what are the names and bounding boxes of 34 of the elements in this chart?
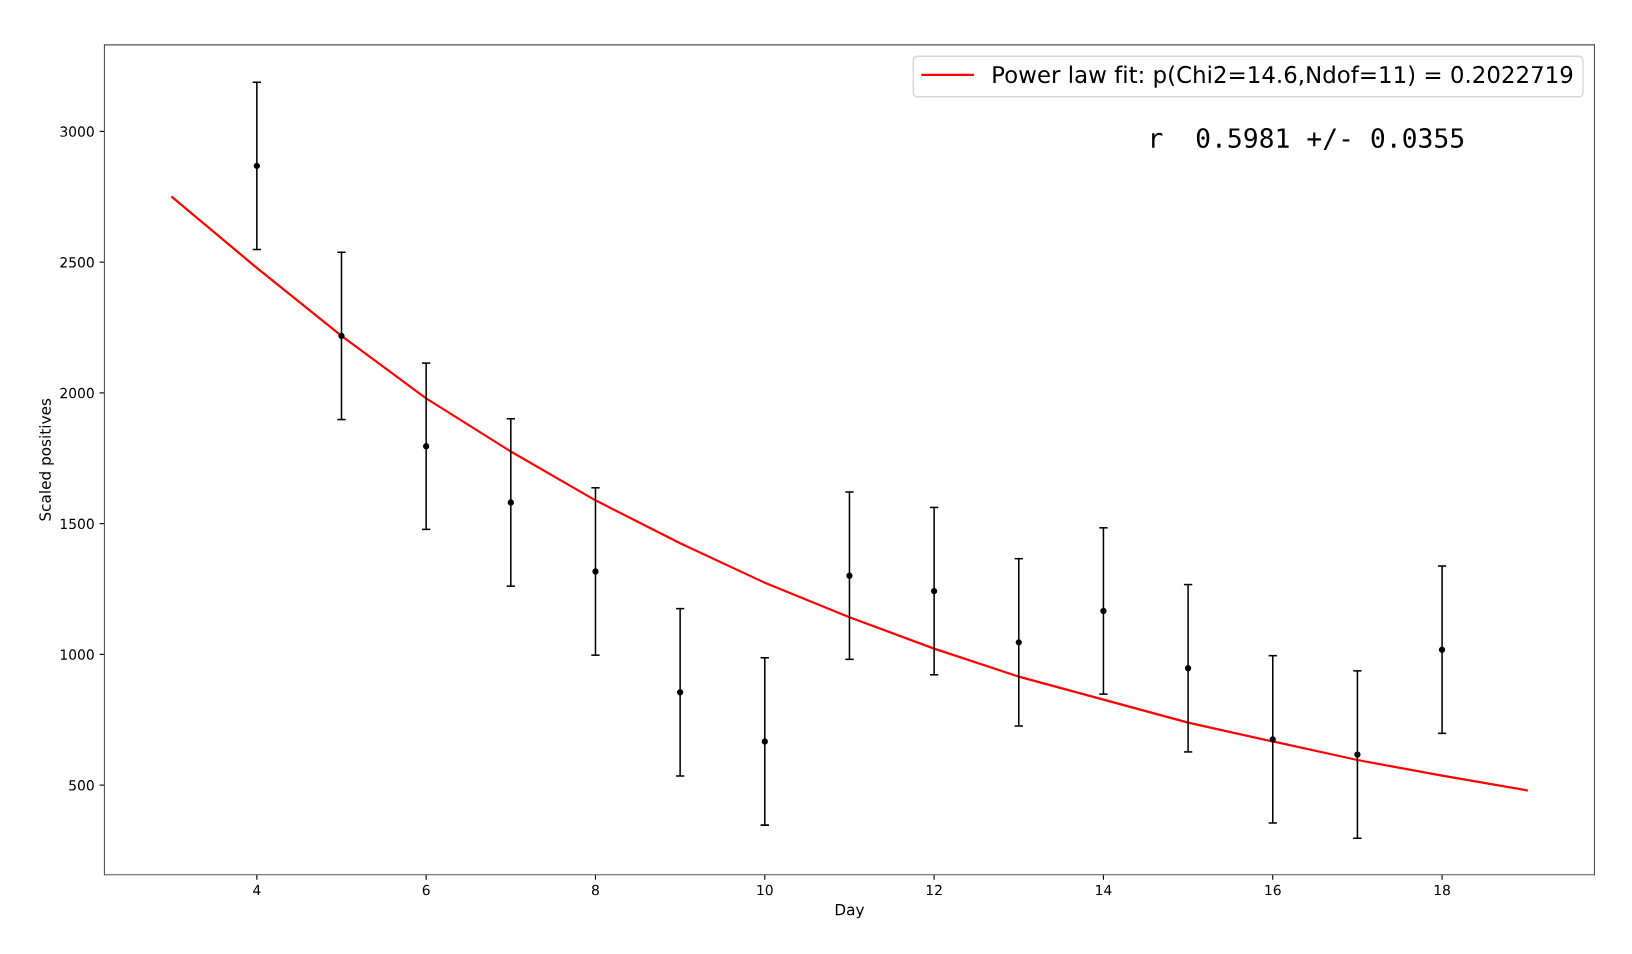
point: [1184, 665, 1192, 672]
x-tick-label: 10: [757, 884, 773, 896]
x-tick-label: 14: [1096, 884, 1112, 896]
annotation: r 0.5981 +/- 0.0355: [1152, 128, 1464, 151]
y-tick-label: 3000: [60, 126, 94, 137]
x-axis-title: Day: [835, 904, 865, 919]
point: [846, 572, 853, 579]
point: [1269, 736, 1276, 743]
y-tick-label: 500: [69, 780, 94, 791]
point: [338, 332, 345, 340]
y-tick-label: 1000: [60, 649, 94, 660]
point: [1438, 646, 1446, 653]
x-tick-label: 8: [592, 884, 599, 896]
y-axis-title: Scaled positives: [39, 398, 54, 521]
legend-label: Power law fit: p(Chi2=14.6,Ndof=11) = 0.2022719: [993, 65, 1573, 88]
x-tick-label: 16: [1265, 884, 1281, 896]
x-tick-label: 12: [926, 884, 942, 896]
x-tick-label: 18: [1434, 884, 1450, 896]
point: [761, 738, 768, 745]
point: [592, 568, 599, 575]
point: [253, 162, 260, 170]
point: [930, 587, 938, 595]
point: [507, 499, 514, 506]
y-tick-label: 2500: [60, 257, 94, 268]
point: [1100, 607, 1107, 615]
point: [677, 689, 684, 696]
x-tick-label: 4: [253, 884, 261, 896]
point: [1015, 639, 1022, 646]
line-series: [171, 195, 1528, 792]
point: [423, 443, 430, 450]
y-tick-label: 2000: [60, 387, 94, 399]
y-tick-label: 1500: [60, 518, 94, 530]
x-tick-label: 6: [422, 884, 430, 896]
point: [1354, 751, 1361, 758]
